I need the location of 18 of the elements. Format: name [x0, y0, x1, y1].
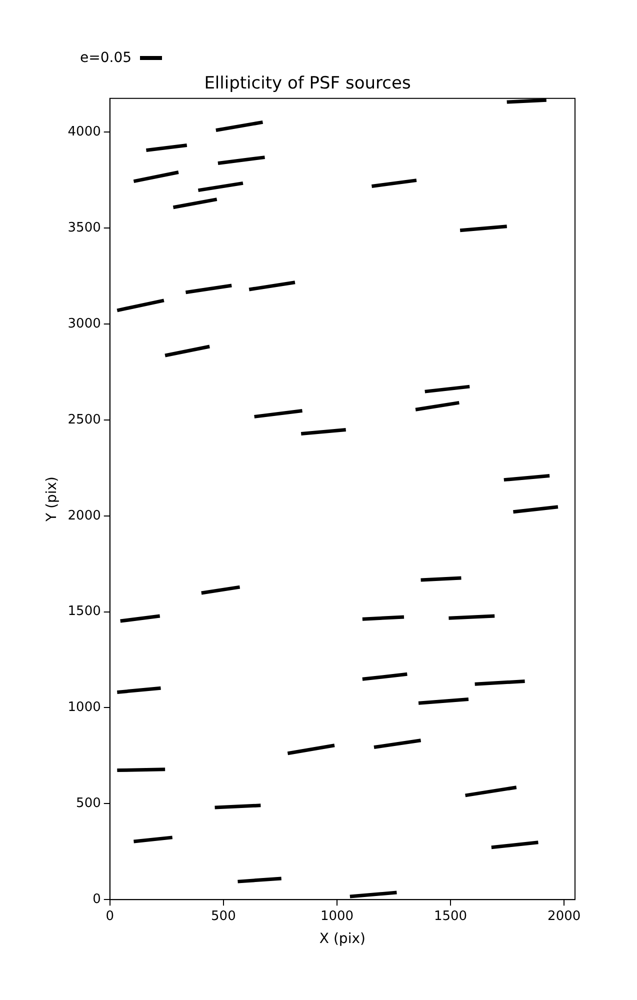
text: e=0.05 [80, 50, 132, 66]
x-axis-title: X (pix) [319, 931, 366, 948]
y-tick-label: 0 [92, 892, 101, 907]
y-tick-label: 2500 [68, 412, 101, 428]
x-tick-label: 1000 [320, 908, 354, 924]
y-tick-label: 4000 [68, 124, 101, 140]
y-axis-title: Y (pix) [44, 476, 60, 522]
x-tick-label: 1500 [434, 908, 468, 924]
y-tick-label: 3000 [68, 316, 101, 332]
x-tick-label: 0 [106, 908, 114, 924]
y-tick-label: 1500 [68, 604, 101, 620]
y-tick-label: 500 [76, 796, 101, 812]
chart-title: Ellipticity of PSF sources [204, 74, 411, 94]
y-tick-label: 3500 [68, 220, 101, 236]
y-tick-label: 1000 [68, 700, 101, 716]
y-tick-label: 2000 [68, 508, 101, 524]
x-tick-label: 2000 [548, 908, 581, 924]
x-tick-label: 500 [211, 908, 236, 924]
